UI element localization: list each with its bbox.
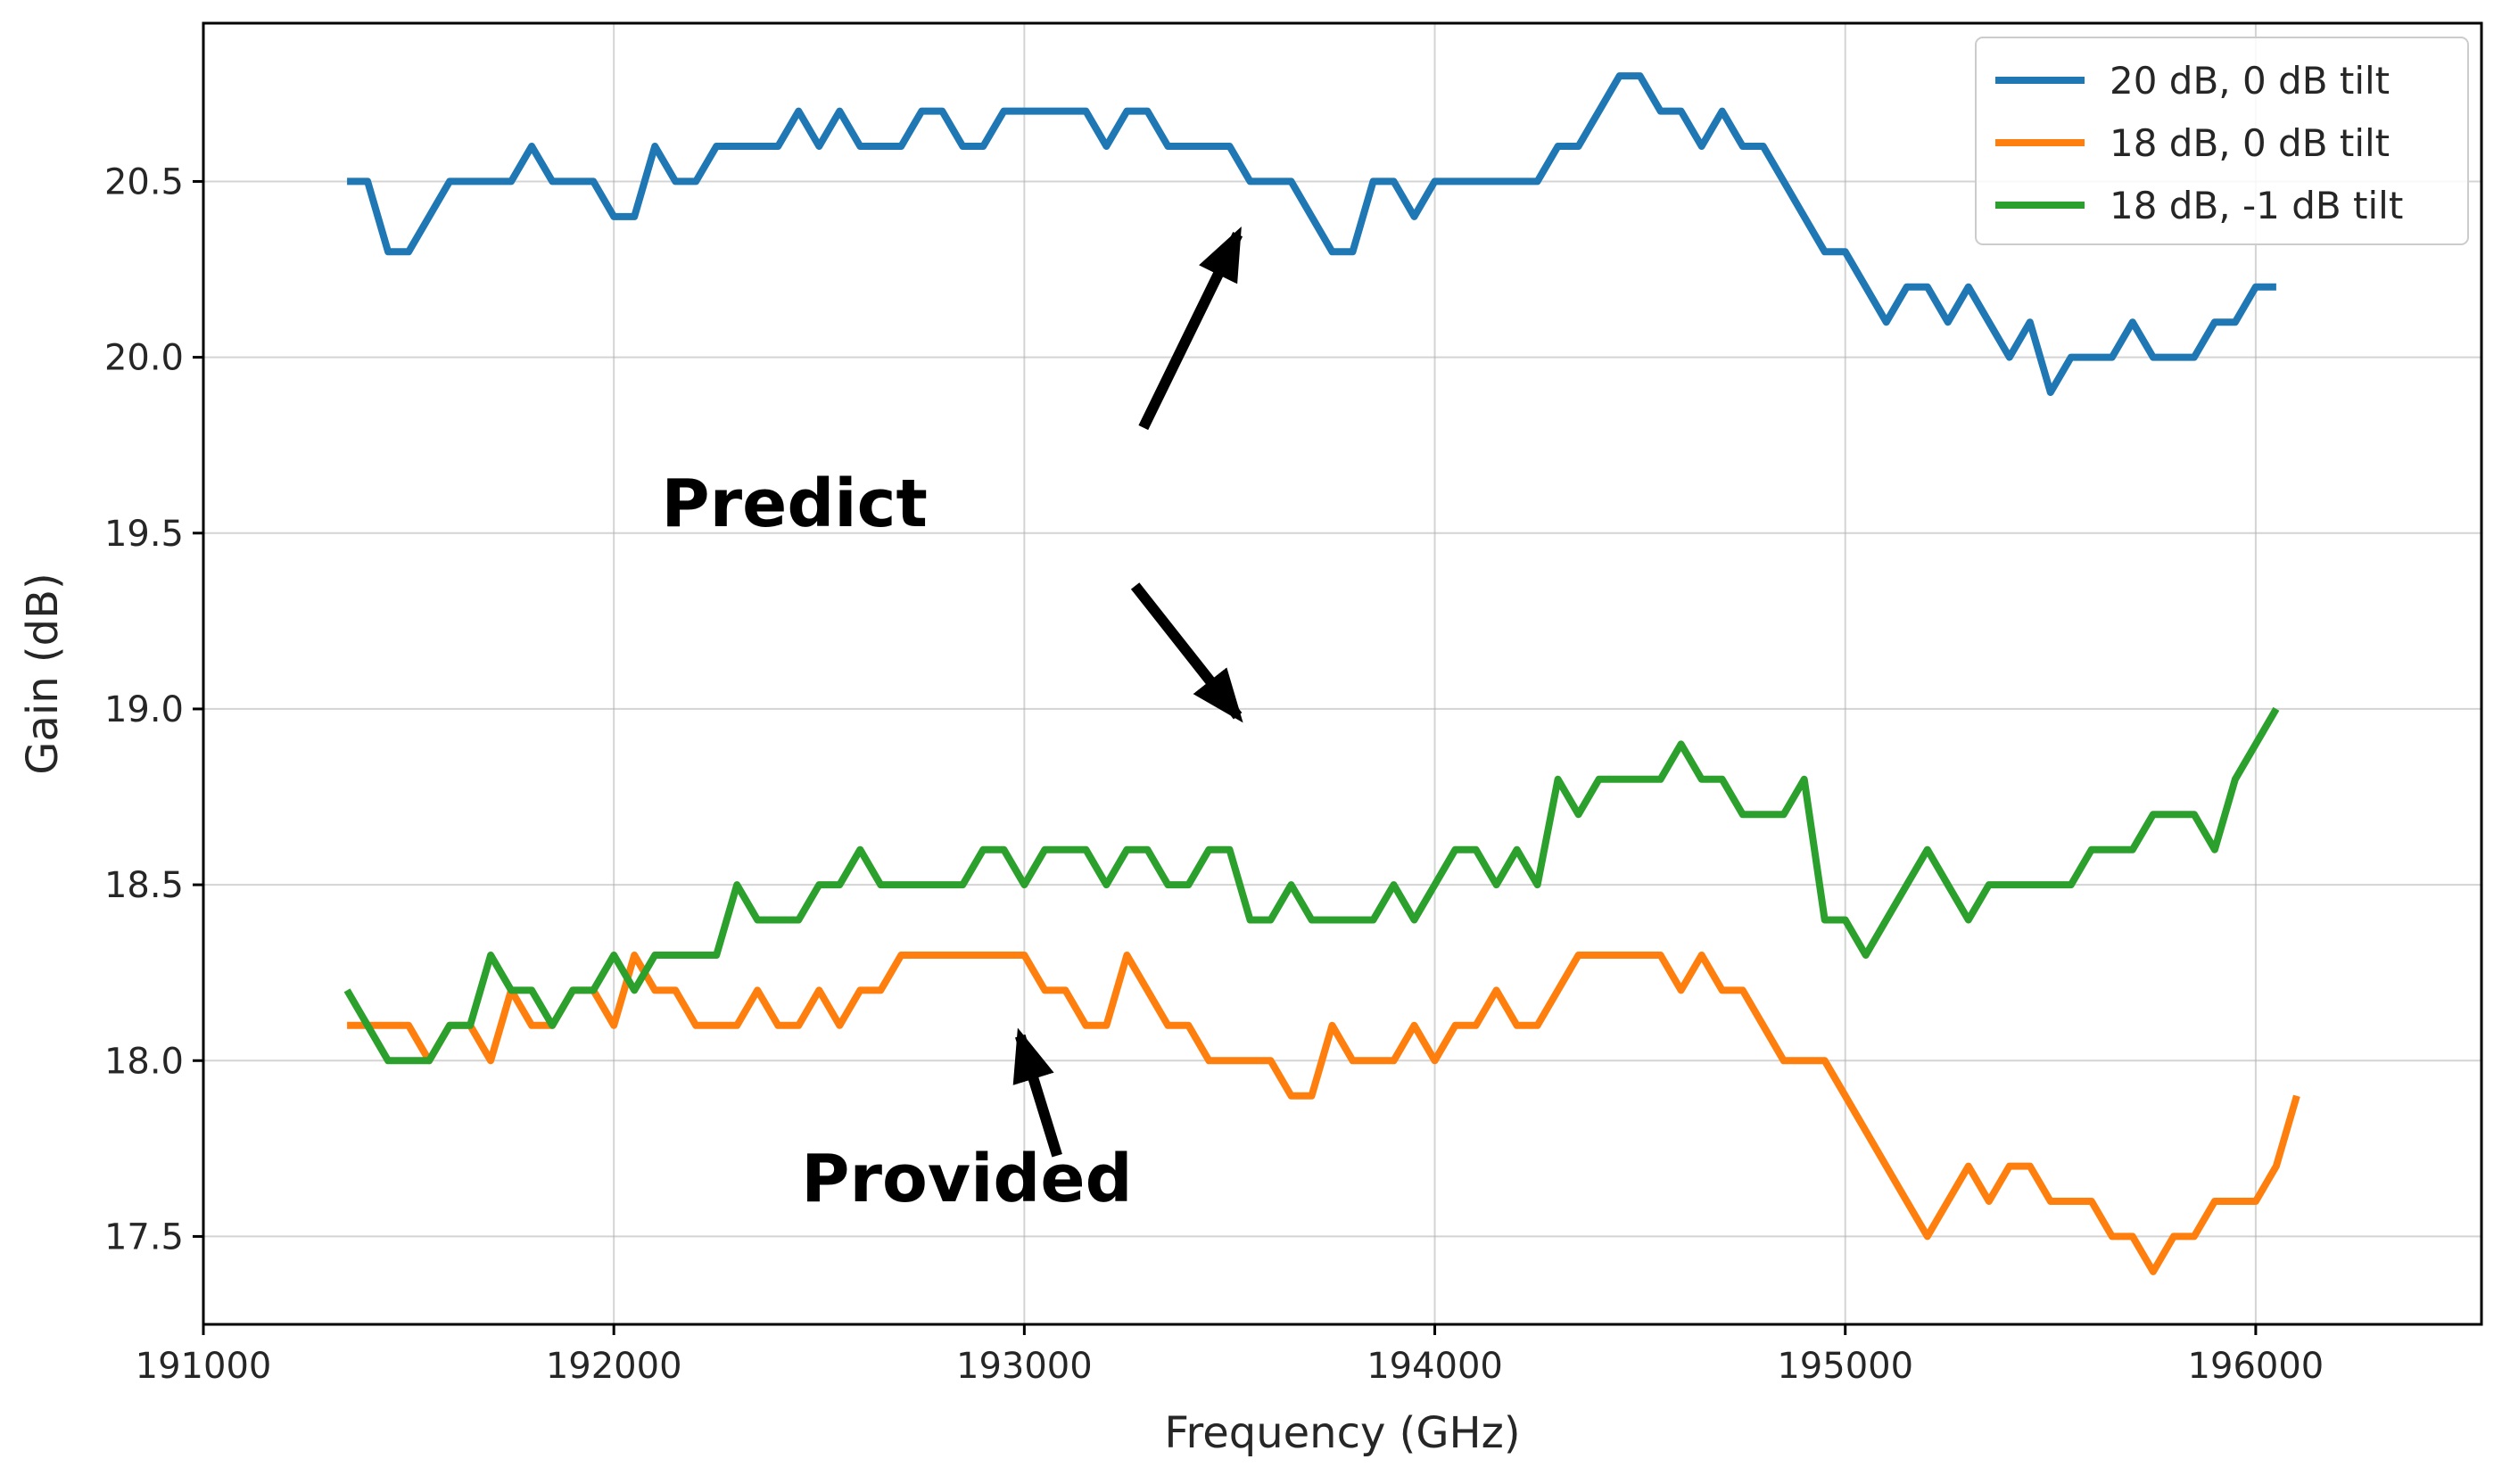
y-tick-label: 18.5 (104, 865, 184, 906)
y-axis-label: Gain (dB) (18, 573, 68, 774)
y-tick-label: 19.0 (104, 689, 184, 730)
series-line-2 (347, 952, 2300, 1275)
x-tick-label: 191000 (136, 1346, 272, 1387)
series-line-1 (347, 72, 2276, 396)
annotation-arrow (1012, 1027, 1062, 1158)
x-tick-label: 194000 (1367, 1346, 1503, 1387)
series-lines (343, 72, 2300, 1275)
x-tick-label: 195000 (1777, 1346, 1913, 1387)
x-axis-ticks: 191000 192000 193000 194000 195000 196000 (136, 1324, 2324, 1387)
x-axis-label: Frequency (GHz) (1164, 1408, 1520, 1458)
legend-box (1975, 37, 2469, 245)
legend-label: 18 dB, 0 dB tilt (2110, 121, 2390, 165)
legend-label: 18 dB, -1 dB tilt (2110, 184, 2403, 227)
y-tick-label: 18.0 (104, 1041, 184, 1082)
y-axis-ticks: 17.5 18.0 18.5 19.0 19.5 20.0 20.5 (104, 161, 203, 1257)
annotation-arrow (1130, 582, 1243, 723)
annotation-arrow (1138, 226, 1243, 431)
legend-label: 20 dB, 0 dB tilt (2110, 59, 2390, 103)
y-tick-label: 19.5 (104, 514, 184, 555)
annotation-label-2: Provided (801, 1141, 1132, 1217)
legend: 20 dB, 0 dB tilt 18 dB, 0 dB tilt 18 dB, -… (1975, 37, 2469, 245)
y-tick-label: 20.0 (104, 338, 184, 379)
x-tick-label: 196000 (2188, 1346, 2324, 1387)
annotation-label-1: Predict (661, 466, 928, 542)
y-tick-label: 20.5 (104, 161, 184, 202)
plot-frame (202, 21, 2483, 1326)
annotations: Predict Provided (661, 226, 1243, 1217)
series-line-3 (343, 706, 2280, 1065)
x-tick-label: 192000 (546, 1346, 682, 1387)
x-tick-label: 193000 (956, 1346, 1093, 1387)
y-tick-label: 17.5 (104, 1216, 184, 1257)
